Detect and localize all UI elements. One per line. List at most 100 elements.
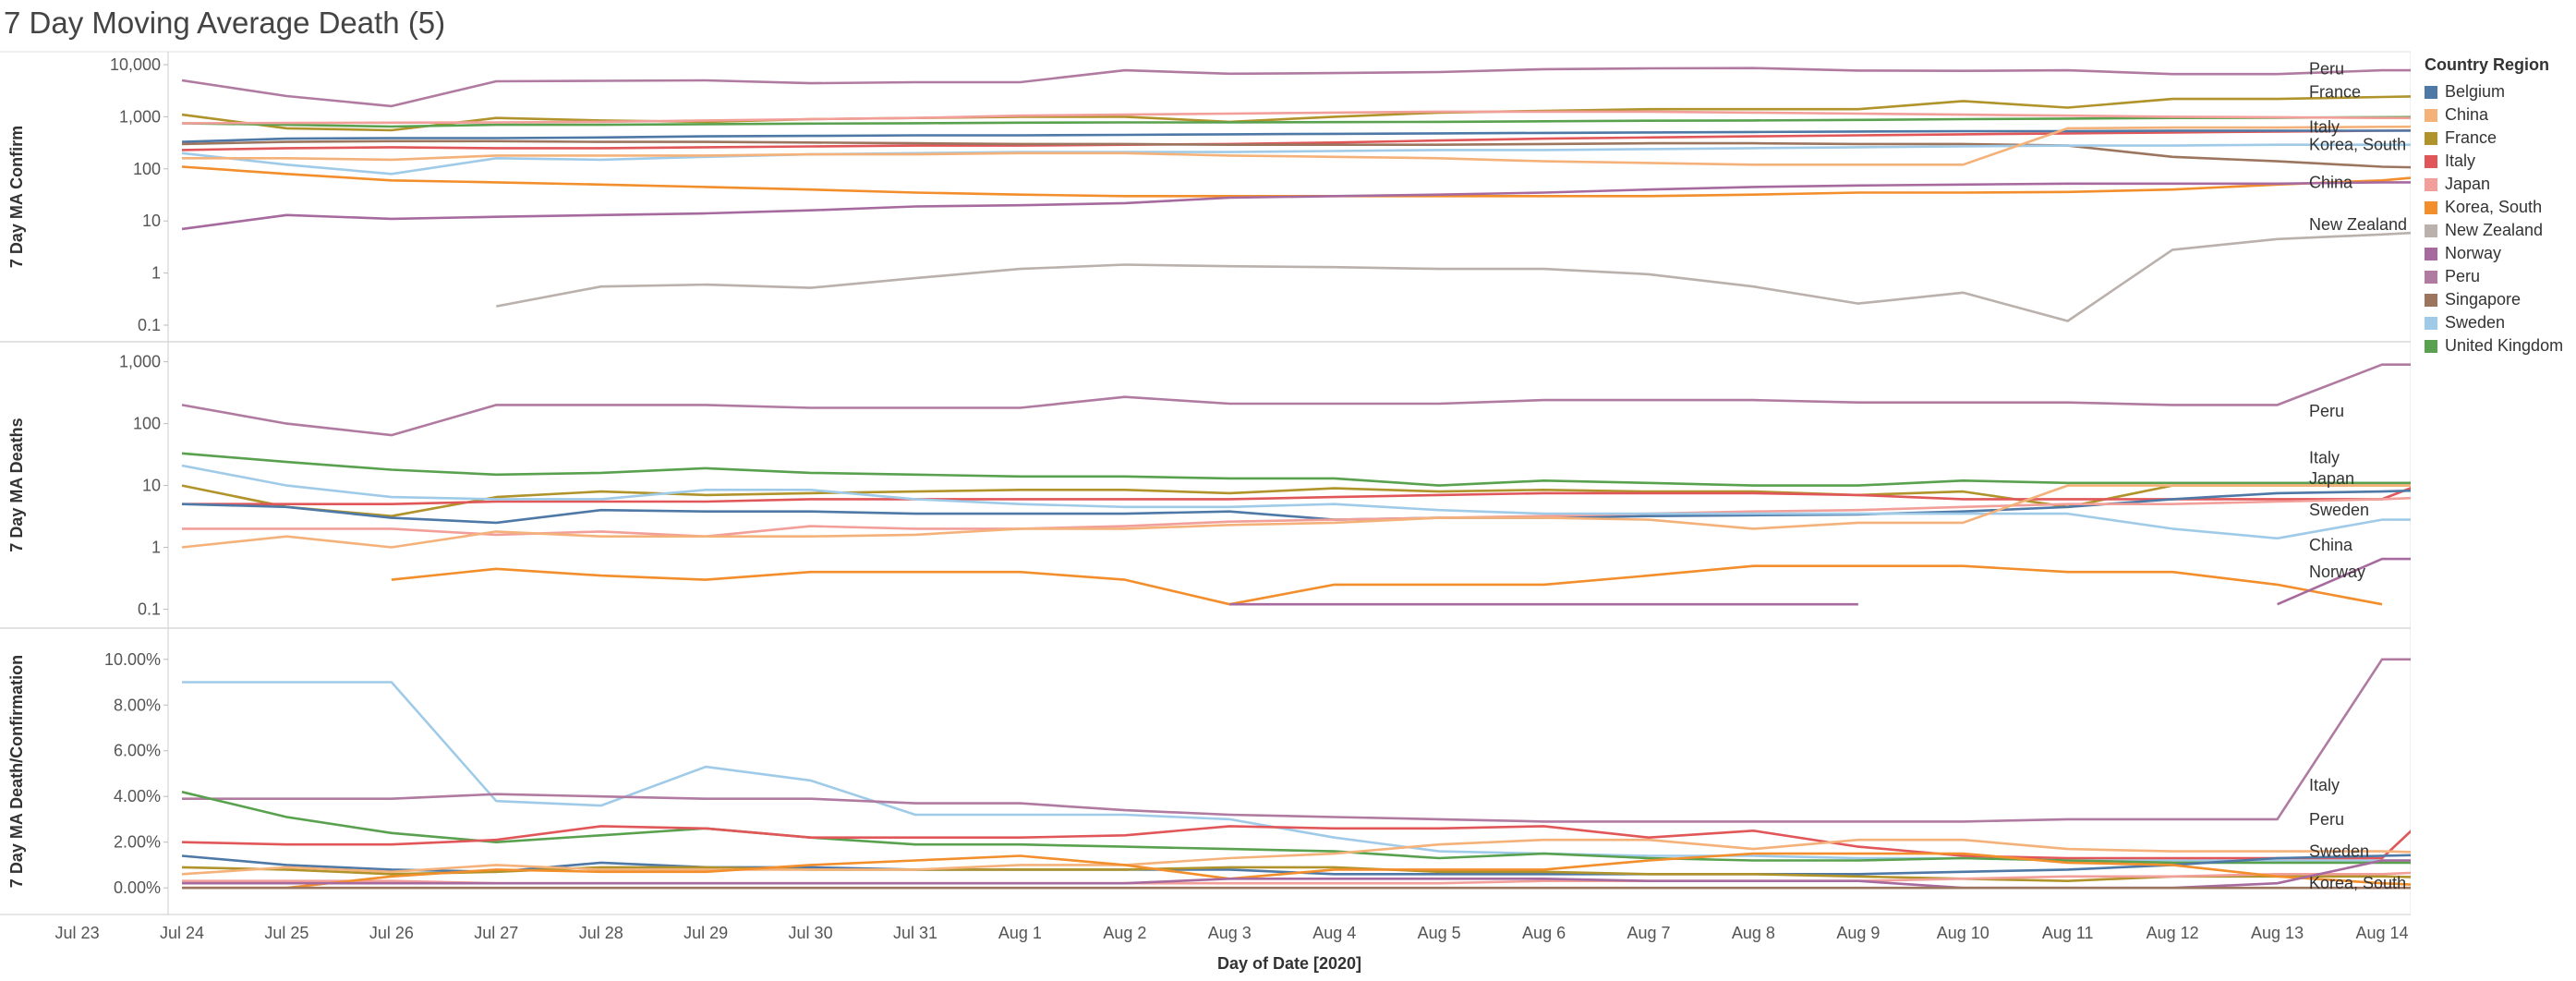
series-line-united-kingdom bbox=[181, 115, 2411, 128]
y-tick-label: 1,000 bbox=[119, 107, 161, 126]
end-label-italy: Italy bbox=[2309, 449, 2340, 467]
legend-items: Belgium China France Italy Japan Korea, South… bbox=[2425, 80, 2572, 357]
x-tick-label: Jul 27 bbox=[474, 924, 518, 942]
series-line-france bbox=[181, 866, 2411, 883]
legend-label: Peru bbox=[2445, 267, 2481, 285]
series-line-korea-south bbox=[391, 564, 2383, 606]
y-tick-label: 1 bbox=[151, 264, 161, 283]
y-tick-label: 0.00% bbox=[114, 878, 161, 897]
x-tick-label: Jul 31 bbox=[893, 924, 937, 942]
legend-swatch bbox=[2425, 247, 2437, 260]
series-line-peru bbox=[181, 363, 2411, 437]
x-tick-label: Aug 8 bbox=[1732, 924, 1775, 942]
end-label-japan: Japan bbox=[2309, 469, 2354, 488]
y-tick-label: 2.00% bbox=[114, 833, 161, 852]
legend-label: Italy bbox=[2445, 151, 2476, 170]
series-line-belgium bbox=[181, 489, 2411, 525]
x-tick-label: Jul 26 bbox=[369, 924, 414, 942]
legend-label: Sweden bbox=[2445, 313, 2506, 332]
end-label-italy: Italy bbox=[2309, 117, 2340, 136]
y-tick-label: 10 bbox=[142, 212, 161, 230]
legend-label: Korea, South bbox=[2445, 198, 2543, 216]
legend-swatch bbox=[2425, 154, 2437, 168]
legend-swatch bbox=[2425, 293, 2437, 307]
end-label-peru: Peru bbox=[2309, 810, 2344, 829]
legend-label: United Kingdom bbox=[2445, 336, 2564, 355]
legend-item-france[interactable]: France bbox=[2425, 127, 2572, 150]
y-tick-label: 10 bbox=[142, 477, 161, 495]
legend-item-italy[interactable]: Italy bbox=[2425, 150, 2572, 173]
series-line-norway bbox=[182, 859, 2411, 890]
series-line-china bbox=[182, 125, 2411, 166]
x-tick-label: Jul 29 bbox=[683, 924, 728, 942]
x-tick-label: Aug 13 bbox=[2251, 924, 2304, 942]
y-tick-label: 0.1 bbox=[138, 316, 161, 334]
legend-item-korea-south[interactable]: Korea, South bbox=[2425, 196, 2572, 219]
series-line-italy bbox=[181, 128, 2411, 151]
end-label-peru: Peru bbox=[2309, 402, 2344, 420]
y-axis-title: 7 Day MA Confirm bbox=[7, 126, 26, 268]
legend-label: China bbox=[2445, 105, 2489, 124]
series-line-korea-south bbox=[182, 852, 2411, 890]
legend-swatch bbox=[2425, 339, 2437, 353]
x-tick-label: Jul 28 bbox=[579, 924, 623, 942]
series-line-japan bbox=[181, 110, 2411, 125]
series-line-united-kingdom bbox=[181, 791, 2411, 865]
y-tick-label: 100 bbox=[133, 415, 161, 433]
y-tick-label: 0.1 bbox=[138, 600, 161, 619]
y-axis-title: 7 Day MA Death/Confirmation bbox=[7, 655, 26, 888]
legend-item-norway[interactable]: Norway bbox=[2425, 242, 2572, 265]
legend-item-belgium[interactable]: Belgium bbox=[2425, 80, 2572, 103]
x-tick-label: Aug 1 bbox=[998, 924, 1042, 942]
end-label-france: France bbox=[2309, 82, 2361, 101]
x-tick-label: Jul 30 bbox=[789, 924, 833, 942]
x-tick-label: Jul 24 bbox=[160, 924, 204, 942]
y-tick-label: 6.00% bbox=[114, 742, 161, 760]
series-line-peru bbox=[182, 658, 2411, 823]
chart-canvas: 0.1 1 10 100 1,000 10,000 7 Day MA Confirm Peru… bbox=[0, 51, 2411, 973]
end-label-sweden: Sweden bbox=[2309, 842, 2369, 861]
legend-item-sweden[interactable]: Sweden bbox=[2425, 311, 2572, 334]
legend-swatch bbox=[2425, 224, 2437, 237]
legend-item-china[interactable]: China bbox=[2425, 103, 2572, 127]
end-label-italy: Italy bbox=[2309, 776, 2340, 794]
series-line-singapore bbox=[181, 139, 2411, 169]
series-line-united-kingdom bbox=[181, 452, 2411, 487]
legend-label: Japan bbox=[2445, 175, 2491, 193]
legend[interactable]: Country Region Belgium China France Italy Ja… bbox=[2425, 55, 2572, 357]
series-line-norway bbox=[181, 181, 2411, 231]
legend-swatch bbox=[2425, 270, 2437, 284]
x-tick-label: Aug 9 bbox=[1836, 924, 1880, 942]
legend-item-new-zealand[interactable]: New Zealand bbox=[2425, 219, 2572, 242]
legend-item-singapore[interactable]: Singapore bbox=[2425, 288, 2572, 311]
end-label-peru: Peru bbox=[2309, 60, 2344, 79]
series-line-peru bbox=[181, 67, 2411, 108]
legend-item-japan[interactable]: Japan bbox=[2425, 173, 2572, 196]
end-label-new-zealand: New Zealand bbox=[2309, 215, 2407, 234]
x-tick-label: Aug 2 bbox=[1103, 924, 1146, 942]
y-tick-label: 100 bbox=[133, 160, 161, 178]
x-tick-label: Aug 11 bbox=[2042, 924, 2094, 942]
end-label-norway: Norway bbox=[2309, 563, 2365, 581]
end-label-sweden: Sweden bbox=[2309, 501, 2369, 519]
end-label-korea-south: Korea, South bbox=[2309, 874, 2406, 892]
end-label-korea-south: Korea, South bbox=[2309, 136, 2406, 154]
series-line-sweden bbox=[181, 143, 2411, 176]
end-label-china: China bbox=[2309, 536, 2353, 554]
x-tick-label: Aug 14 bbox=[2355, 924, 2408, 942]
y-tick-label: 10.00% bbox=[104, 650, 161, 669]
legend-item-united-kingdom[interactable]: United Kingdom bbox=[2425, 334, 2572, 357]
legend-swatch bbox=[2425, 131, 2437, 145]
series-line-china bbox=[181, 484, 2411, 549]
legend-title: Country Region bbox=[2425, 55, 2549, 74]
series-line-sweden bbox=[182, 681, 2411, 862]
y-tick-label: 1,000 bbox=[119, 353, 161, 371]
legend-swatch bbox=[2425, 316, 2437, 330]
series-line-sweden bbox=[181, 464, 2411, 540]
end-label-china: China bbox=[2309, 173, 2353, 191]
legend-swatch bbox=[2425, 200, 2437, 214]
series-line-china bbox=[181, 838, 2411, 876]
x-tick-label: Aug 5 bbox=[1418, 924, 1461, 942]
legend-swatch bbox=[2425, 85, 2437, 99]
legend-item-peru[interactable]: Peru bbox=[2425, 265, 2572, 288]
